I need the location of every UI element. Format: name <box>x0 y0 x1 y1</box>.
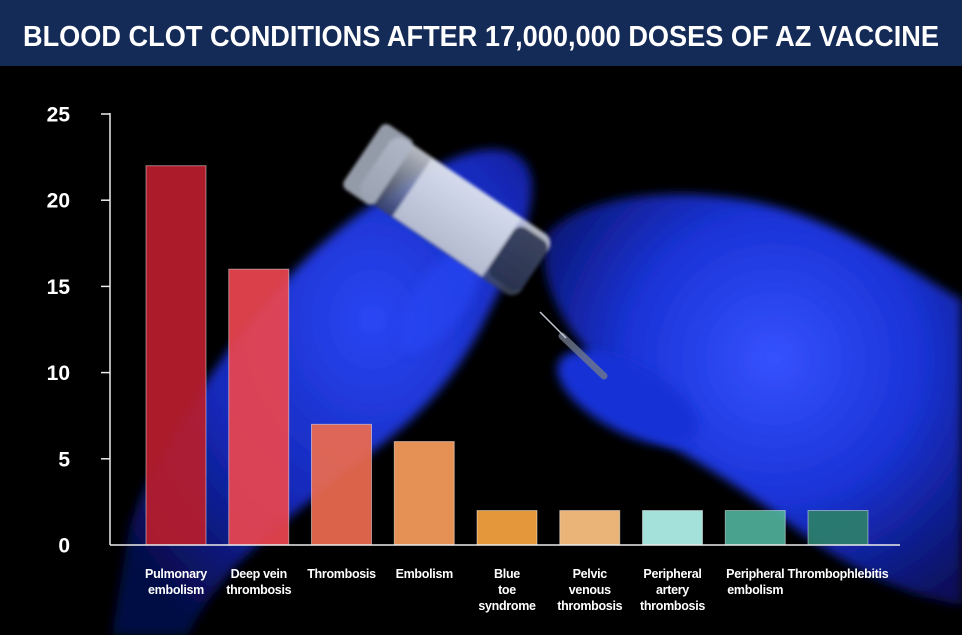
y-tick-label: 5 <box>58 448 70 471</box>
bar-deep-vein-thrombosis <box>228 268 290 546</box>
y-tick-label: 0 <box>58 535 70 558</box>
bar-blue-toe-syndrome <box>476 510 538 546</box>
left-glove <box>112 149 533 635</box>
needle <box>539 311 567 339</box>
bars <box>145 165 869 546</box>
bar-pelvic-venous-thrombosis <box>559 510 621 546</box>
bar-peripheral-embolism <box>724 510 786 546</box>
bar-thrombophlebitis <box>807 510 869 546</box>
title-banner <box>0 0 962 66</box>
vial-label <box>392 158 522 277</box>
vial-shoulder <box>488 226 548 292</box>
background-photo <box>112 124 962 635</box>
y-tick-label: 10 <box>47 362 70 385</box>
vial-cap <box>343 124 414 205</box>
y-tick-label: 15 <box>47 276 71 299</box>
vaccine-vial <box>343 124 551 296</box>
bar-pulmonary-embolism <box>145 165 207 546</box>
y-tick-label: 20 <box>47 190 70 213</box>
bar-embolism <box>393 441 455 546</box>
left-glove-thumb <box>398 247 482 353</box>
bar-peripheral-artery-thrombosis <box>642 510 703 546</box>
chart-title: BLOOD CLOT CONDITIONS AFTER 17,000,000 D… <box>23 21 939 53</box>
y-axis-ticks: 0 5 10 15 20 25 <box>47 104 110 558</box>
syringe-hub <box>558 332 608 380</box>
right-glove-finger <box>557 350 699 446</box>
y-tick-label: 25 <box>47 104 71 127</box>
bar-thrombosis <box>311 423 372 546</box>
axes <box>109 113 900 546</box>
right-glove <box>544 194 962 605</box>
